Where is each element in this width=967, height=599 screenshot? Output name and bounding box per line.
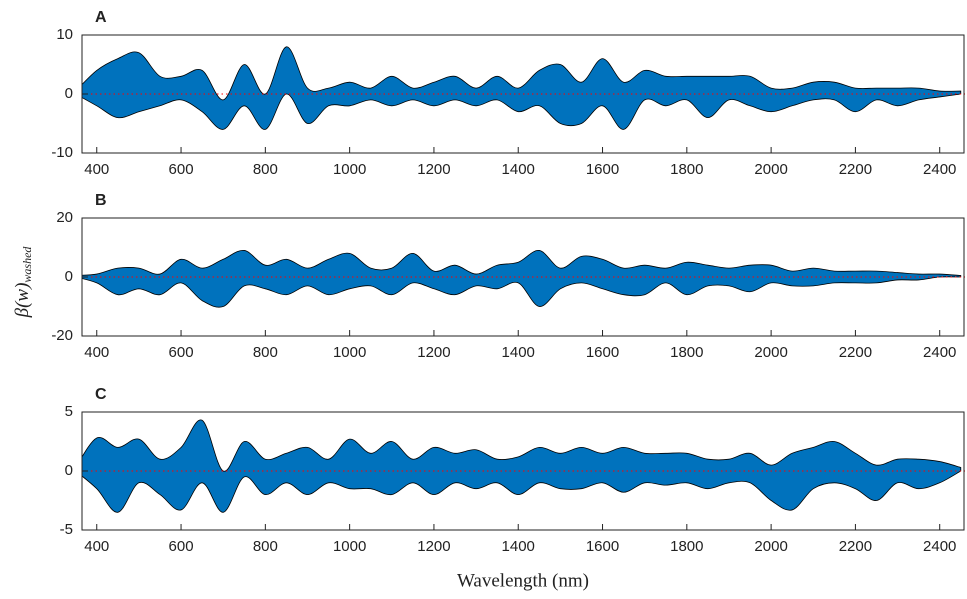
y-axis-label: β(w)washed	[12, 246, 33, 319]
plot-area	[82, 46, 965, 130]
x-tick-label: 400	[84, 344, 109, 361]
x-tick-label: 2400	[923, 161, 956, 178]
x-tick-label: 400	[84, 538, 109, 555]
x-tick-label: 600	[169, 344, 194, 361]
axes-frame	[81, 34, 965, 154]
x-tick-label: 2200	[839, 161, 872, 178]
panel-title: A	[95, 9, 107, 26]
x-tick-label: 1000	[333, 344, 366, 361]
axes-frame	[81, 217, 965, 337]
y-tick-label: 5	[65, 403, 73, 420]
plot-area	[82, 250, 965, 308]
x-tick-label: 2000	[754, 538, 787, 555]
x-tick-label: 1600	[586, 344, 619, 361]
x-tick-label: 1000	[333, 161, 366, 178]
x-tick-label: 1200	[417, 161, 450, 178]
x-tick-label: 2400	[923, 538, 956, 555]
x-tick-label: 800	[253, 538, 278, 555]
x-tick-label: 400	[84, 161, 109, 178]
y-tick-label: 10	[56, 26, 73, 43]
x-tick-label: 1000	[333, 538, 366, 555]
y-tick-label: 0	[65, 462, 73, 479]
y-tick-label: -10	[51, 144, 73, 161]
panel-title: B	[95, 192, 107, 209]
x-tick-label: 1200	[417, 344, 450, 361]
y-tick-label: 0	[65, 85, 73, 102]
x-tick-label: 2400	[923, 344, 956, 361]
band-area	[82, 46, 962, 130]
y-label-sub: washed	[20, 246, 34, 283]
x-tick-label: 600	[169, 538, 194, 555]
x-tick-label: 2000	[754, 161, 787, 178]
x-tick-label: 2200	[839, 344, 872, 361]
y-label-main: β(w)	[12, 283, 33, 319]
y-axis-label-text: β(w)washed	[12, 246, 33, 319]
x-tick-label: 1600	[586, 538, 619, 555]
x-tick-label: 2200	[839, 538, 872, 555]
y-tick-label: -20	[51, 327, 73, 344]
x-tick-label: 600	[169, 161, 194, 178]
x-tick-label: 1200	[417, 538, 450, 555]
band-area	[82, 250, 962, 308]
x-tick-label: 1800	[670, 344, 703, 361]
x-tick-label: 1800	[670, 161, 703, 178]
axes-frame	[81, 411, 965, 531]
x-tick-label: 800	[253, 161, 278, 178]
x-tick-label: 2000	[754, 344, 787, 361]
y-tick-label: 0	[65, 268, 73, 285]
band-area	[82, 419, 962, 513]
x-tick-label: 800	[253, 344, 278, 361]
x-tick-label: 1600	[586, 161, 619, 178]
panel-title: C	[95, 386, 107, 403]
y-tick-label: 20	[56, 209, 73, 226]
x-tick-label: 1400	[502, 161, 535, 178]
plot-area	[82, 419, 965, 513]
y-tick-label: -5	[60, 521, 73, 538]
x-tick-label: 1800	[670, 538, 703, 555]
x-axis-label: Wavelength (nm)	[457, 570, 589, 591]
x-tick-label: 1400	[502, 344, 535, 361]
x-tick-label: 1400	[502, 538, 535, 555]
